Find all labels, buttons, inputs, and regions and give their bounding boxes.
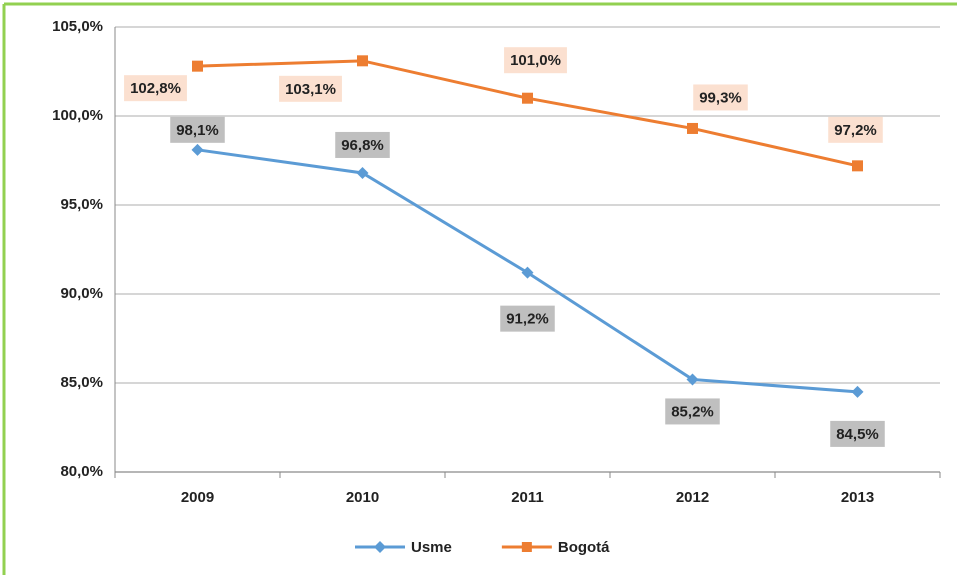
legend-marker xyxy=(521,542,532,552)
value-label: 85,2% xyxy=(671,403,714,420)
y-tick-label: 90,0% xyxy=(60,285,103,302)
marker xyxy=(522,92,533,104)
y-tick-label: 85,0% xyxy=(60,374,103,391)
value-label-bg xyxy=(693,84,748,111)
value-label: 98,1% xyxy=(176,122,219,139)
marker xyxy=(521,266,534,279)
value-label-bg xyxy=(124,75,187,102)
x-tick-label: 2012 xyxy=(676,489,709,506)
legend-label: Usme xyxy=(411,539,452,556)
value-label: 96,8% xyxy=(341,137,384,154)
marker xyxy=(852,160,863,172)
y-tick-label: 80,0% xyxy=(60,463,103,480)
value-label: 84,5% xyxy=(836,426,879,443)
marker xyxy=(687,122,698,134)
marker xyxy=(356,166,369,179)
marker xyxy=(686,373,699,386)
value-label-bg xyxy=(665,398,720,425)
value-label: 103,1% xyxy=(285,81,336,98)
value-label-bg xyxy=(500,305,555,332)
x-tick-label: 2013 xyxy=(841,489,874,506)
marker xyxy=(851,385,864,398)
value-label-bg xyxy=(828,116,883,143)
value-label: 101,0% xyxy=(510,52,561,69)
x-tick-label: 2010 xyxy=(346,489,379,506)
value-label: 102,8% xyxy=(130,80,181,97)
x-tick-label: 2009 xyxy=(181,489,214,506)
value-label-bg xyxy=(279,75,342,102)
value-label: 97,2% xyxy=(834,122,877,139)
value-label-bg xyxy=(170,116,225,143)
marker xyxy=(192,60,203,72)
value-label-bg xyxy=(335,131,390,158)
value-label: 91,2% xyxy=(506,311,549,328)
y-tick-label: 105,0% xyxy=(52,18,103,35)
value-label-bg xyxy=(830,420,885,447)
x-tick-label: 2011 xyxy=(511,489,544,506)
legend-label: Bogotá xyxy=(558,539,610,556)
legend-marker xyxy=(374,541,386,553)
value-label: 99,3% xyxy=(699,89,742,106)
marker xyxy=(357,55,368,67)
marker xyxy=(191,143,204,156)
y-tick-label: 95,0% xyxy=(60,196,103,213)
y-tick-label: 100,0% xyxy=(52,107,103,124)
value-label-bg xyxy=(504,47,567,74)
